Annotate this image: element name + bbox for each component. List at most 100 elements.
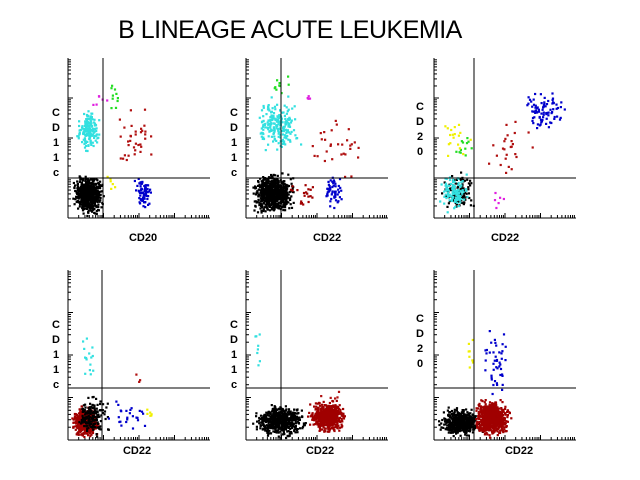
data-point-black xyxy=(287,420,290,423)
data-point-black xyxy=(269,412,272,416)
data-point-black xyxy=(264,192,267,195)
data-point-darkred xyxy=(314,412,317,415)
data-point-black xyxy=(258,204,261,207)
data-point-black xyxy=(80,187,83,190)
data-point-darkred xyxy=(324,419,327,422)
data-point-blue xyxy=(131,427,135,430)
data-point-cyan xyxy=(445,197,448,200)
data-point-blue xyxy=(547,111,550,114)
data-point-cyan xyxy=(85,337,88,340)
data-point-cyan xyxy=(83,142,86,146)
data-point-darkred xyxy=(342,412,345,415)
data-point-blue xyxy=(141,196,145,199)
data-point-cyan xyxy=(277,135,280,138)
data-point-black xyxy=(98,183,101,186)
data-point-cyan xyxy=(270,129,273,132)
data-point-black xyxy=(267,189,270,192)
data-point-black xyxy=(84,175,87,178)
data-point-black xyxy=(101,201,104,204)
data-point-black xyxy=(292,415,295,419)
data-point-blue xyxy=(553,117,556,120)
data-point-darkred xyxy=(338,426,342,429)
data-point-black xyxy=(277,195,280,198)
data-point-cyan xyxy=(257,364,260,367)
data-point-blue xyxy=(551,102,554,105)
data-point-blue xyxy=(136,419,140,422)
data-point-darkred xyxy=(328,423,331,426)
data-point-black xyxy=(301,415,304,419)
data-point-cyan xyxy=(264,149,267,152)
x-axis-label: CD22 xyxy=(123,445,151,457)
data-point-cyan xyxy=(272,114,275,117)
data-point-black xyxy=(278,424,281,427)
data-point-black xyxy=(91,406,94,410)
data-point-black xyxy=(270,184,273,187)
data-point-darkred xyxy=(331,421,334,424)
data-point-green xyxy=(467,140,470,143)
data-point-cyan xyxy=(279,109,282,112)
data-point-darkred xyxy=(334,423,337,426)
data-point-darkred xyxy=(311,416,315,419)
data-point-darkred xyxy=(318,415,321,418)
data-point-cyan xyxy=(93,124,96,127)
data-point-blue xyxy=(543,101,546,104)
data-point-blue xyxy=(145,194,148,197)
data-point-cyan xyxy=(460,198,463,201)
data-point-black xyxy=(260,206,263,209)
data-point-cyan xyxy=(84,134,87,137)
data-point-black xyxy=(77,190,80,193)
data-point-green xyxy=(276,79,279,82)
data-point-cyan xyxy=(265,113,268,116)
data-point-black xyxy=(82,177,85,181)
data-point-black xyxy=(289,419,292,422)
data-point-black xyxy=(293,411,296,415)
data-point-black xyxy=(447,202,450,205)
data-point-black xyxy=(87,209,90,212)
data-point-cyan xyxy=(91,354,94,358)
data-point-black xyxy=(83,408,86,411)
data-point-black xyxy=(88,180,91,183)
data-point-black xyxy=(95,197,98,200)
data-point-cyan xyxy=(440,183,443,186)
data-point-black xyxy=(83,191,87,194)
data-point-cyan xyxy=(278,114,281,117)
data-point-black xyxy=(78,421,81,424)
data-point-darkred xyxy=(323,409,326,412)
data-point-cyan xyxy=(82,340,85,343)
data-point-blue xyxy=(532,98,535,101)
data-point-black xyxy=(291,419,294,422)
data-point-blue xyxy=(545,103,549,106)
data-point-cyan xyxy=(457,181,460,185)
data-point-green xyxy=(464,154,467,157)
data-point-red xyxy=(135,373,138,376)
data-point-black xyxy=(470,182,473,185)
data-point-green xyxy=(278,84,281,87)
data-point-black xyxy=(84,178,87,181)
data-point-cyan xyxy=(268,130,271,133)
data-point-darkred xyxy=(334,404,337,407)
data-point-black xyxy=(88,416,91,419)
data-point-cyan xyxy=(292,129,296,132)
data-point-black xyxy=(275,408,279,411)
data-point-darkred xyxy=(340,414,343,417)
data-point-black xyxy=(285,408,288,411)
data-point-cyan xyxy=(255,335,258,338)
data-point-blue xyxy=(139,198,142,201)
data-point-blue xyxy=(337,184,340,188)
data-point-darkred xyxy=(337,418,340,421)
data-point-blue xyxy=(542,113,545,116)
data-point-black xyxy=(460,171,463,174)
data-point-black xyxy=(263,193,266,196)
data-point-cyan xyxy=(294,134,297,137)
data-point-black xyxy=(263,206,266,209)
data-point-red xyxy=(143,124,146,127)
data-point-cyan xyxy=(444,193,447,196)
data-point-black xyxy=(260,183,264,186)
data-point-blue xyxy=(140,410,144,413)
data-point-black xyxy=(297,421,300,424)
data-point-cyan xyxy=(86,140,89,143)
data-point-black xyxy=(258,416,261,420)
data-point-blue xyxy=(549,108,552,111)
data-point-cyan xyxy=(286,118,290,121)
